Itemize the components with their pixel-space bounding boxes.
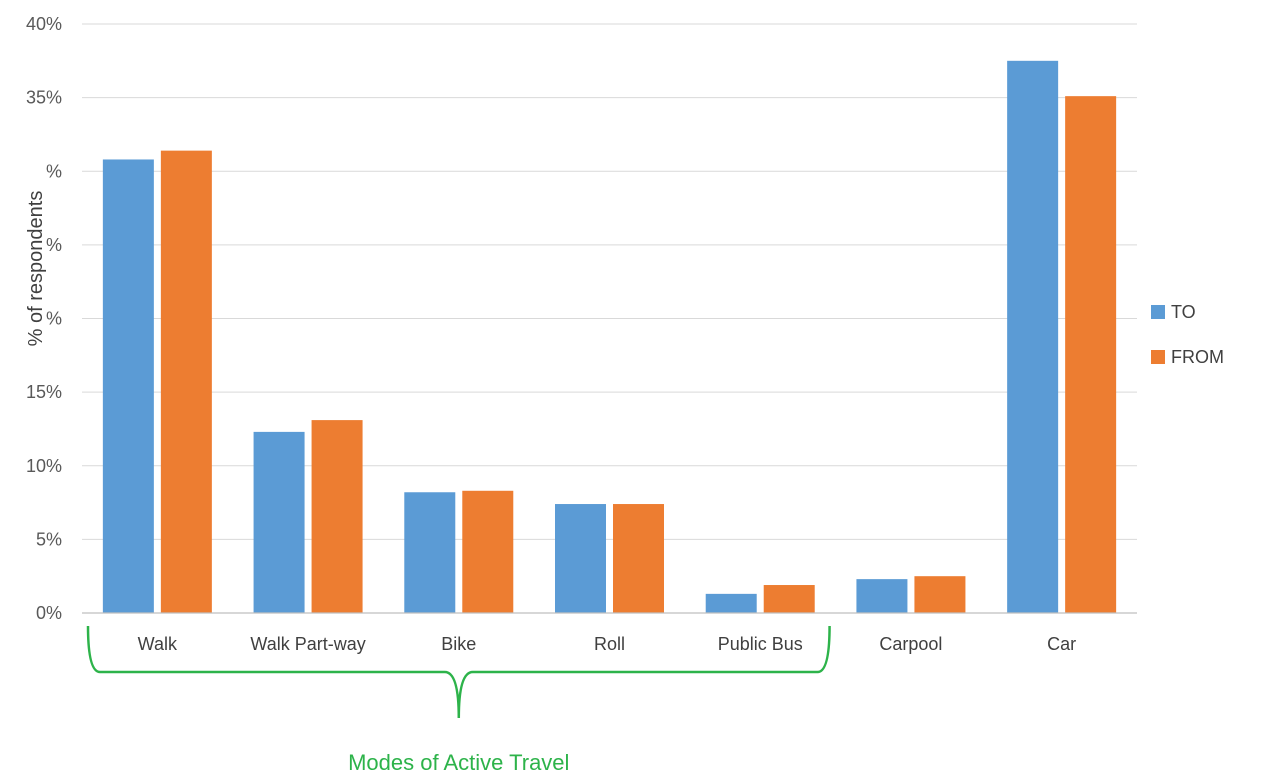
y-tick-label: 15% bbox=[26, 382, 62, 402]
bar-to-bike bbox=[404, 492, 456, 613]
y-tick-label: 40% bbox=[26, 14, 62, 34]
x-category-label: Roll bbox=[594, 634, 625, 654]
bar-to-walk bbox=[102, 159, 154, 613]
legend-label-from: FROM bbox=[1171, 347, 1224, 367]
legend-swatch-from bbox=[1151, 350, 1165, 364]
annotation-brace bbox=[86, 625, 831, 719]
gridlines bbox=[82, 23, 1137, 540]
bar-from-walk bbox=[160, 150, 212, 613]
legend-swatch-to bbox=[1151, 305, 1165, 319]
active-travel-annotation: Modes of Active Travel bbox=[86, 625, 831, 775]
y-axis-label: % of respondents bbox=[25, 191, 47, 347]
y-tick-label: % bbox=[46, 309, 62, 329]
x-category-label: Public Bus bbox=[718, 634, 803, 654]
y-tick-label: 0% bbox=[36, 603, 62, 623]
y-tick-label: 35% bbox=[26, 88, 62, 108]
bar-to-walk-part-way bbox=[253, 431, 305, 613]
bar-to-roll bbox=[555, 504, 606, 613]
x-category-label: Bike bbox=[441, 634, 476, 654]
legend-label-to: TO bbox=[1171, 302, 1196, 322]
y-tick-label: % bbox=[46, 161, 62, 181]
x-category-label: Carpool bbox=[879, 634, 942, 654]
bar-from-walk-part-way bbox=[311, 420, 363, 613]
y-tick-label: 10% bbox=[26, 456, 62, 476]
y-axis-ticks: 0% 5% 10% 15%%%% 35% 40% bbox=[26, 14, 62, 623]
bar-from-bike bbox=[462, 490, 514, 613]
legend: TO FROM bbox=[1151, 302, 1224, 367]
x-category-label: Car bbox=[1047, 634, 1076, 654]
x-category-label: Walk Part-way bbox=[250, 634, 365, 654]
bar-to-public-bus bbox=[705, 593, 757, 613]
y-tick-label: % bbox=[46, 235, 62, 255]
bar-from-roll bbox=[613, 504, 664, 613]
bar-from-public-bus bbox=[763, 585, 815, 613]
annotation-label: Modes of Active Travel bbox=[348, 750, 569, 775]
bar-from-car bbox=[1065, 96, 1117, 614]
bar-to-carpool bbox=[856, 579, 908, 613]
y-tick-label: 5% bbox=[36, 529, 62, 549]
x-category-label: Walk bbox=[138, 634, 178, 654]
bar-to-car bbox=[1007, 60, 1059, 613]
bars bbox=[102, 60, 1117, 614]
x-axis-categories: Walk Walk Part-way Bike Roll Public Bus Carpo… bbox=[138, 634, 1076, 654]
bar-from-carpool bbox=[914, 576, 966, 613]
